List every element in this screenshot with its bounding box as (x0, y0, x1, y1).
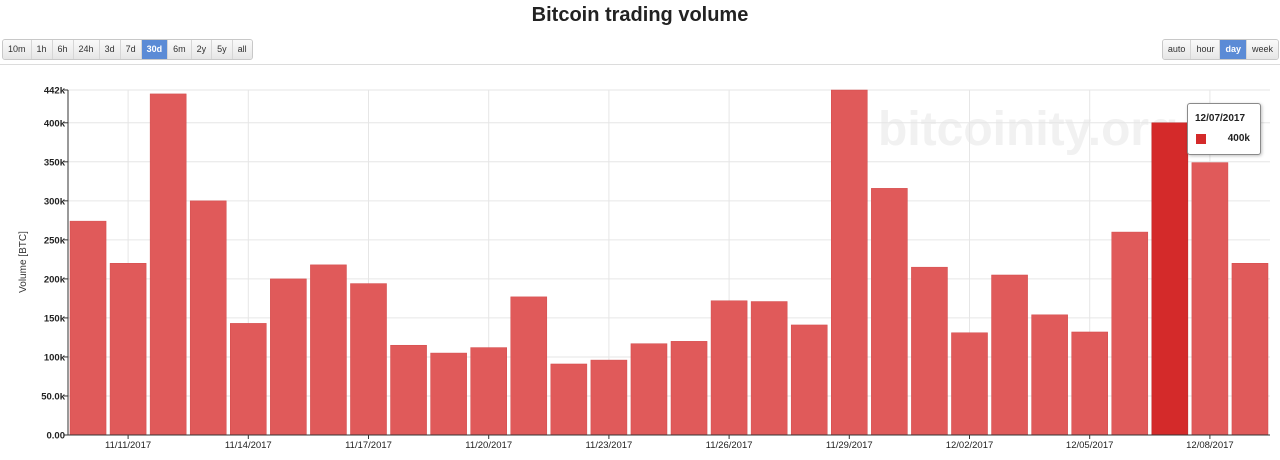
interval-button-hour[interactable]: hour (1191, 40, 1221, 59)
chart-area: bitcoinity.org 0.00 50.0k 100k 150k 200k 250k… (0, 64, 1280, 460)
x-tick-label: 11/17/2017 (345, 440, 392, 451)
y-tick-label: 250k (44, 235, 66, 246)
y-tick-label: 100k (44, 352, 66, 363)
range-button-all[interactable]: all (232, 40, 252, 59)
interval-button-auto[interactable]: auto (1162, 40, 1192, 59)
x-tick-label: 11/14/2017 (225, 440, 272, 451)
y-tick-label: 442k (44, 86, 66, 97)
chart-title: Bitcoin trading volume (531, 4, 749, 26)
x-tick-label: 11/11/2017 (105, 440, 151, 451)
range-button-30d[interactable]: 30d (141, 40, 169, 59)
x-tick-label: 12/05/2017 (1066, 440, 1114, 451)
x-tick-label: 11/23/2017 (585, 440, 632, 451)
bars (69, 89, 1269, 436)
x-tick-label: 12/02/2017 (946, 440, 994, 451)
bar-11/15/2017[interactable] (270, 278, 307, 436)
bar-11/19/2017[interactable] (430, 352, 467, 436)
y-axis-label: Volume [BTC] (18, 231, 29, 293)
bar-11/30/2017[interactable] (871, 188, 908, 436)
y-tick-label: 350k (44, 157, 66, 168)
bar-12/08/2017[interactable] (1191, 162, 1229, 436)
axes: 0.00 50.0k 100k 150k 200k 250k 300k 350k 400k 442… (41, 86, 1270, 451)
range-button-7d[interactable]: 7d (120, 40, 142, 59)
bar-11/16/2017[interactable] (310, 264, 347, 436)
bar-11/25/2017[interactable] (670, 341, 708, 436)
bar-12/02/2017[interactable] (951, 332, 988, 436)
y-tick-label: 50.0k (41, 391, 65, 402)
y-tick-label: 200k (44, 274, 66, 285)
bar-12/04/2017[interactable] (1031, 314, 1068, 436)
bar-11/27/2017[interactable] (750, 301, 788, 436)
bar-11/13/2017[interactable] (189, 200, 227, 436)
range-button-10m[interactable]: 10m (3, 40, 32, 59)
range-button-1h[interactable]: 1h (31, 40, 53, 59)
y-tick-label: 0.00 (47, 431, 66, 442)
time-range-selector: 10m 1h 6h 24h 3d 7d 30d 6m 2y 5y all (2, 39, 253, 60)
interval-button-day[interactable]: day (1220, 40, 1247, 59)
y-tick-label: 150k (44, 313, 66, 324)
range-button-6m[interactable]: 6m (168, 40, 192, 59)
interval-button-week[interactable]: week (1246, 40, 1278, 59)
bar-12/09/2017[interactable] (1231, 263, 1269, 436)
y-tick-label: 300k (44, 196, 66, 207)
interval-selector: auto hour day week (1161, 39, 1279, 60)
bar-11/29/2017[interactable] (831, 89, 868, 436)
bar-11/20/2017[interactable] (470, 347, 507, 436)
volume-bar-chart: bitcoinity.org 0.00 50.0k 100k 150k 200k 250k… (18, 86, 1270, 451)
range-button-2y[interactable]: 2y (191, 40, 213, 59)
tooltip-series-swatch (1196, 134, 1206, 144)
range-button-24h[interactable]: 24h (73, 40, 100, 59)
bar-12/06/2017[interactable] (1111, 231, 1149, 436)
bar-11/21/2017[interactable] (510, 296, 548, 436)
x-tick-label: 11/20/2017 (465, 440, 512, 451)
bar-12/01/2017[interactable] (911, 266, 948, 436)
bar-12/07/2017[interactable] (1151, 122, 1189, 436)
x-tick-label: 11/29/2017 (826, 440, 873, 451)
bar-tooltip: 12/07/2017 400k (1187, 103, 1261, 155)
bar-11/26/2017[interactable] (710, 300, 748, 436)
bar-12/05/2017[interactable] (1071, 331, 1108, 436)
bar-11/11/2017[interactable] (109, 263, 147, 436)
bar-11/23/2017[interactable] (590, 359, 628, 436)
bar-11/28/2017[interactable] (790, 324, 828, 436)
bar-11/12/2017[interactable] (149, 93, 187, 436)
x-tick-label: 12/08/2017 (1186, 440, 1234, 451)
bar-11/22/2017[interactable] (550, 363, 588, 436)
bar-11/14/2017[interactable] (230, 323, 267, 436)
tooltip-date: 12/07/2017 (1195, 113, 1246, 124)
y-tick-label: 400k (44, 118, 66, 129)
bar-12/03/2017[interactable] (991, 274, 1028, 436)
range-button-6h[interactable]: 6h (52, 40, 74, 59)
x-tick-label: 11/26/2017 (706, 440, 753, 451)
bar-11/17/2017[interactable] (350, 283, 387, 436)
bar-11/24/2017[interactable] (630, 343, 668, 436)
range-button-5y[interactable]: 5y (212, 40, 233, 59)
bar-11/18/2017[interactable] (390, 344, 427, 436)
bar-11/10/2017[interactable] (69, 220, 107, 436)
watermark: bitcoinity.org (878, 103, 1178, 156)
range-button-3d[interactable]: 3d (99, 40, 121, 59)
tooltip-value: 400k (1227, 133, 1250, 144)
